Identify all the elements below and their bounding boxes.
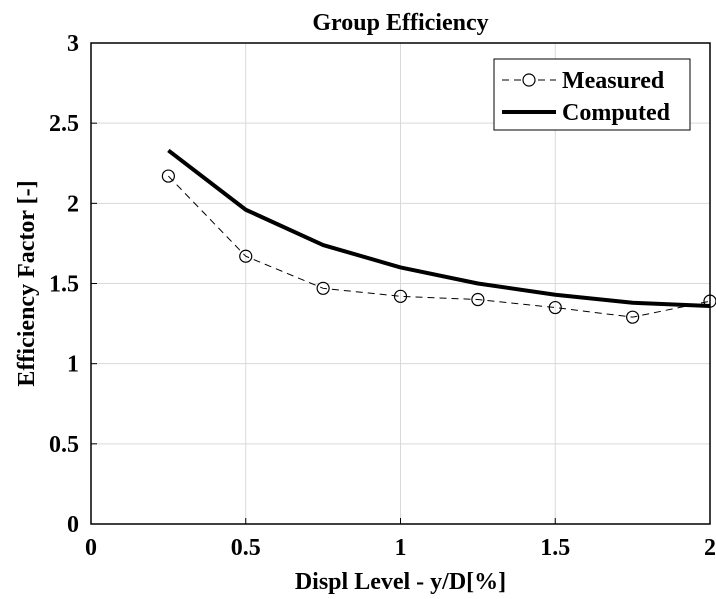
legend-label-measured: Measured bbox=[562, 68, 665, 94]
y-tick-label-0-5: 0.5 bbox=[49, 432, 79, 458]
x-axis-title: Displ Level - y/D[%] bbox=[295, 569, 506, 595]
measured-point-0 bbox=[161, 169, 175, 183]
legend: Measured Computed bbox=[493, 58, 691, 131]
x-tick-label-1: 1 bbox=[395, 535, 407, 561]
y-tick-label-0: 0 bbox=[67, 512, 79, 538]
x-tick-label-0-5: 0.5 bbox=[231, 535, 261, 561]
x-tick-label-0: 0 bbox=[85, 535, 97, 561]
series-line-measured bbox=[168, 175, 711, 318]
y-tick-label-1: 1 bbox=[67, 352, 79, 378]
y-tick-label-1-5: 1.5 bbox=[49, 272, 79, 298]
measured-point-1 bbox=[239, 249, 253, 263]
measured-point-7 bbox=[703, 294, 716, 308]
measured-point-2 bbox=[316, 281, 330, 295]
legend-label-computed: Computed bbox=[562, 100, 671, 126]
y-tick-label-2-5: 2.5 bbox=[49, 111, 79, 137]
x-tick-label-2: 2 bbox=[704, 535, 716, 561]
legend-marker-measured bbox=[522, 73, 536, 87]
y-tick-label-2: 2 bbox=[67, 191, 79, 217]
chart-title: Group Efficiency bbox=[312, 10, 488, 36]
legend-box bbox=[493, 58, 691, 131]
measured-point-3 bbox=[393, 289, 408, 303]
measured-point-5 bbox=[548, 300, 562, 315]
tick-labels: 0 0.5 1 1.5 2 0 0.5 1 1.5 2 2.5 3 bbox=[49, 31, 716, 561]
series-line-computed bbox=[167, 148, 711, 308]
measured-point-6 bbox=[626, 310, 640, 324]
y-tick-label-3: 3 bbox=[67, 31, 79, 57]
y-axis-title: Efficiency Factor [-] bbox=[14, 180, 40, 386]
measured-point-4 bbox=[471, 292, 485, 307]
series-layer bbox=[161, 148, 716, 324]
x-tick-label-1-5: 1.5 bbox=[540, 535, 570, 561]
